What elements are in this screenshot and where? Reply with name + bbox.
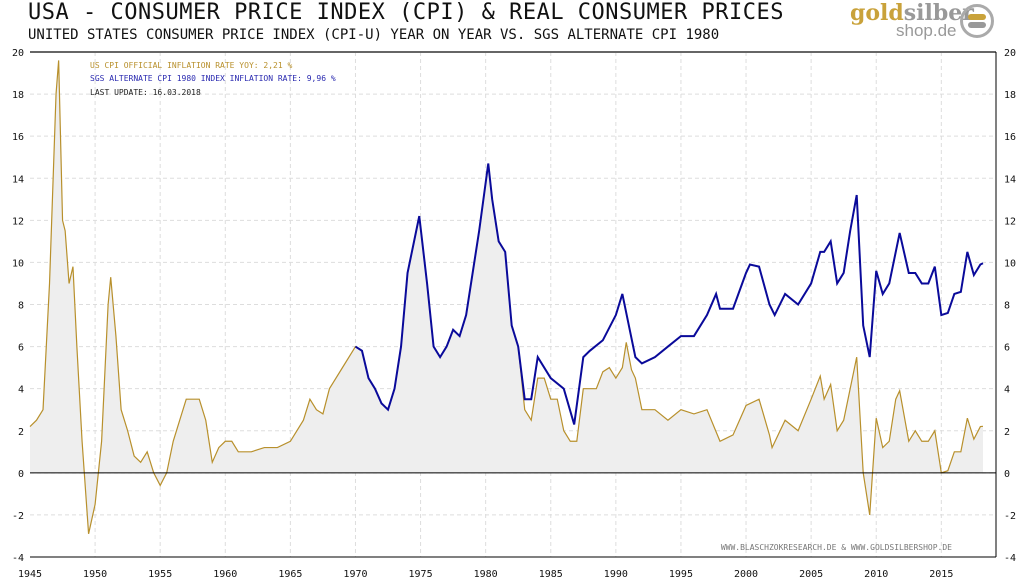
y-tick-label-left: 14 <box>12 174 24 185</box>
y-tick-label-right: 14 <box>1004 174 1016 185</box>
y-tick-label-right: 20 <box>1004 48 1016 59</box>
legend-cpi: US CPI OFFICIAL INFLATION RATE YOY: 2,21… <box>90 61 292 70</box>
y-tick-label-left: 10 <box>12 258 24 269</box>
cpi-area <box>30 60 983 534</box>
y-tick-label-left: -4 <box>12 553 24 564</box>
logo: goldsilber shop.de <box>850 0 1000 42</box>
y-tick-label-left: 4 <box>18 385 24 396</box>
y-tick-label-right: 0 <box>1004 469 1010 480</box>
y-tick-label-right: 6 <box>1004 343 1010 354</box>
x-tick-label: 1955 <box>148 569 172 580</box>
y-tick-label-right: 16 <box>1004 132 1016 143</box>
footer-credits: WWW.BLASCHZOKRESEARCH.DE & WWW.GOLDSILBE… <box>721 543 952 552</box>
x-tick-label: 1945 <box>18 569 42 580</box>
x-tick-label: 2015 <box>929 569 953 580</box>
y-tick-label-right: 10 <box>1004 258 1016 269</box>
last-update: LAST UPDATE: 16.03.2018 <box>90 88 201 97</box>
y-tick-label-left: 20 <box>12 48 24 59</box>
x-tick-label: 2010 <box>864 569 888 580</box>
y-tick-label-left: 18 <box>12 90 24 101</box>
y-tick-label-right: 2 <box>1004 427 1010 438</box>
x-tick-label: 1980 <box>474 569 498 580</box>
x-tick-label: 1985 <box>539 569 563 580</box>
x-tick-label: 1970 <box>343 569 367 580</box>
y-tick-label-left: 12 <box>12 216 24 227</box>
y-tick-label-left: 16 <box>12 132 24 143</box>
chart-subtitle: UNITED STATES CONSUMER PRICE INDEX (CPI-… <box>28 27 720 43</box>
y-tick-label-right: 12 <box>1004 216 1016 227</box>
x-tick-label: 2005 <box>799 569 823 580</box>
y-tick-label-right: -4 <box>1004 553 1016 564</box>
legend-sgs: SGS ALTERNATE CPI 1980 INDEX INFLATION R… <box>90 74 336 83</box>
y-tick-label-right: 18 <box>1004 90 1016 101</box>
y-tick-label-right: 8 <box>1004 301 1010 312</box>
y-tick-label-left: -2 <box>12 511 24 522</box>
x-tick-label: 1965 <box>278 569 302 580</box>
y-tick-label-left: 8 <box>18 301 24 312</box>
y-tick-label-right: 4 <box>1004 385 1010 396</box>
y-tick-label-left: 6 <box>18 343 24 354</box>
sgs-line <box>354 163 984 425</box>
coin-icon <box>960 4 994 38</box>
x-tick-label: 1995 <box>669 569 693 580</box>
x-tick-label: 1975 <box>409 569 433 580</box>
y-tick-label-left: 0 <box>18 469 24 480</box>
x-tick-label: 1990 <box>604 569 628 580</box>
x-tick-label: 1960 <box>213 569 237 580</box>
y-tick-label-left: 2 <box>18 427 24 438</box>
logo-domain: shop.de <box>896 21 957 40</box>
x-tick-label: 2000 <box>734 569 758 580</box>
chart-title: USA - CONSUMER PRICE INDEX (CPI) & REAL … <box>28 0 784 25</box>
y-tick-label-right: -2 <box>1004 511 1016 522</box>
x-tick-label: 1950 <box>83 569 107 580</box>
